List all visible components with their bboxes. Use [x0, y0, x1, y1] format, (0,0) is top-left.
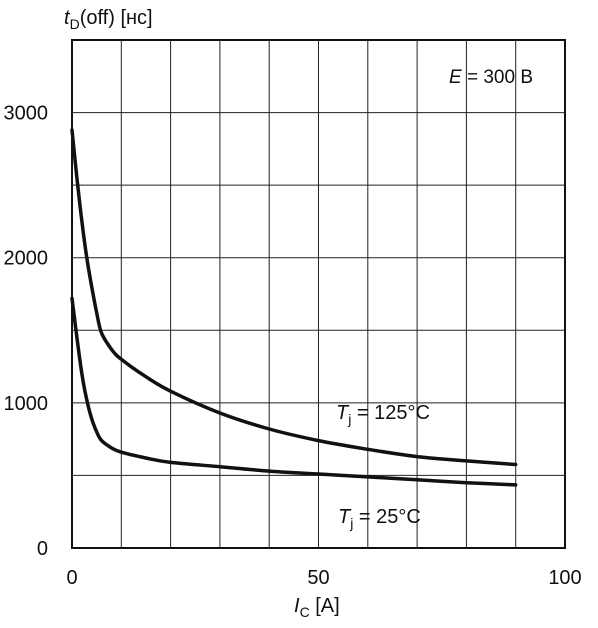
- y-axis-label: tD(off) [нс]: [64, 7, 153, 32]
- y-tick-label: 3000: [4, 103, 49, 125]
- y-tick-label: 0: [37, 538, 48, 560]
- grid-lines: [71, 39, 566, 549]
- series-line-1: [70, 296, 518, 487]
- y-tick-label: 2000: [4, 248, 49, 270]
- series-label-125c: Tj = 125°C: [336, 402, 430, 427]
- series-lines: [70, 128, 518, 487]
- y-tick-label: 1000: [4, 393, 49, 415]
- series-label-25c: Tj = 25°C: [338, 506, 421, 531]
- x-axis-label: IC [A]: [294, 595, 340, 620]
- x-tick-label: 100: [548, 567, 581, 589]
- x-tick-label: 50: [307, 567, 329, 589]
- condition-annotation: E = 300 В: [449, 67, 533, 88]
- series-line-0: [70, 128, 518, 467]
- x-tick-label: 0: [66, 567, 77, 589]
